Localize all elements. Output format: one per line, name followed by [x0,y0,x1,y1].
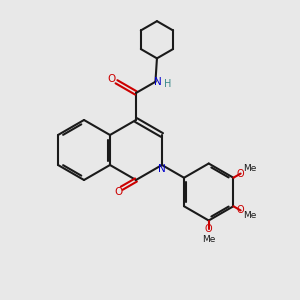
Text: O: O [108,74,116,84]
Text: O: O [205,224,212,234]
Text: Me: Me [202,235,215,244]
Text: O: O [114,187,122,197]
Text: Me: Me [243,211,256,220]
Text: H: H [164,79,172,89]
Text: O: O [237,169,244,178]
Text: Me: Me [243,164,256,173]
Text: N: N [154,77,162,87]
Text: O: O [237,206,244,215]
Text: N: N [158,164,166,175]
